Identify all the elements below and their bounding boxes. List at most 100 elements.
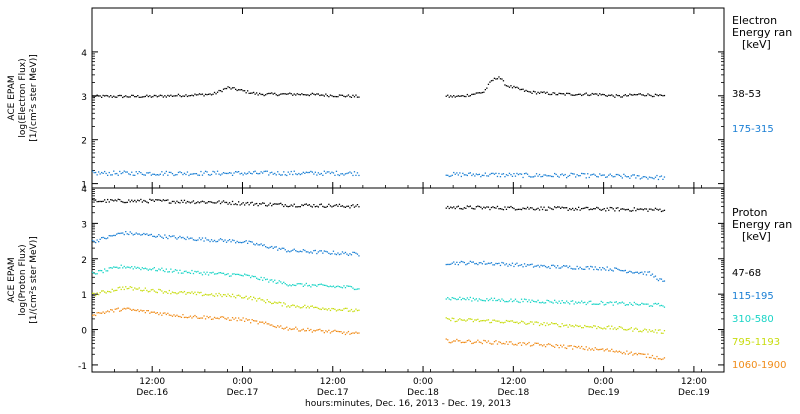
data-point	[615, 173, 617, 176]
data-point	[447, 297, 449, 299]
data-point	[591, 208, 593, 211]
data-point	[197, 94, 199, 96]
data-point	[651, 209, 654, 211]
data-point	[546, 299, 548, 301]
data-point	[95, 314, 97, 317]
data-point	[566, 177, 568, 179]
data-point	[608, 350, 610, 352]
data-point	[254, 320, 256, 322]
data-point	[588, 326, 590, 328]
data-point	[588, 94, 590, 97]
data-point	[289, 284, 291, 286]
data-point	[104, 268, 106, 270]
data-point	[325, 172, 327, 174]
data-point	[95, 171, 97, 174]
data-point	[472, 320, 474, 323]
legend-heading: Proton	[732, 206, 767, 219]
data-point	[593, 93, 595, 95]
data-point	[626, 304, 628, 306]
data-point	[600, 269, 602, 271]
data-point	[319, 250, 321, 252]
data-point	[268, 323, 270, 325]
data-point	[459, 207, 461, 210]
data-point	[483, 260, 485, 263]
data-point	[504, 176, 506, 178]
data-point	[350, 172, 353, 174]
data-point	[248, 171, 250, 173]
data-point	[487, 206, 490, 208]
data-point	[165, 268, 167, 270]
data-point	[555, 344, 557, 346]
data-point	[230, 319, 232, 321]
data-point	[302, 328, 304, 330]
data-point	[526, 323, 529, 325]
data-point	[456, 298, 458, 301]
data-point	[471, 93, 473, 96]
data-point	[469, 318, 471, 320]
data-point	[632, 272, 634, 274]
data-point	[451, 262, 453, 264]
data-point	[263, 277, 265, 279]
data-point	[198, 174, 201, 176]
data-point	[445, 263, 447, 266]
data-point	[337, 205, 339, 207]
data-point	[347, 285, 350, 287]
data-point	[134, 287, 136, 289]
data-point	[107, 270, 109, 272]
data-point	[168, 171, 170, 173]
data-point	[484, 89, 486, 91]
data-point	[219, 174, 222, 176]
data-point	[204, 170, 207, 172]
data-point	[230, 275, 232, 277]
data-point	[546, 175, 548, 177]
data-point	[308, 284, 310, 287]
data-point	[335, 253, 338, 256]
data-point	[177, 292, 180, 294]
data-point	[627, 353, 629, 355]
data-point	[194, 314, 196, 317]
data-point	[141, 96, 143, 98]
data-point	[268, 204, 270, 206]
data-point	[579, 266, 581, 268]
data-point	[501, 343, 503, 345]
data-point	[135, 232, 137, 234]
data-point	[265, 321, 267, 323]
data-point	[332, 172, 335, 174]
data-point	[104, 95, 106, 97]
data-point	[161, 200, 163, 202]
data-point	[125, 267, 127, 269]
data-point	[522, 88, 524, 90]
data-point	[283, 328, 285, 330]
data-point	[134, 309, 136, 311]
data-point	[176, 95, 178, 97]
data-point	[456, 320, 458, 322]
data-point	[138, 310, 140, 313]
data-point	[308, 204, 310, 206]
data-point	[593, 303, 595, 305]
data-point	[194, 173, 196, 175]
data-point	[179, 291, 181, 293]
data-point	[250, 276, 252, 279]
data-point	[627, 328, 629, 331]
data-point	[639, 93, 641, 95]
data-point	[171, 315, 174, 317]
data-point	[233, 295, 235, 298]
data-point	[338, 331, 341, 333]
data-point	[153, 267, 155, 269]
data-point	[635, 352, 637, 355]
data-point	[591, 348, 593, 350]
data-point	[320, 172, 322, 175]
legend-heading: [keV]	[742, 38, 771, 51]
data-point	[511, 343, 514, 345]
data-point	[448, 263, 450, 266]
data-point	[549, 343, 551, 346]
data-point	[241, 203, 243, 205]
data-point	[203, 315, 205, 317]
data-point	[618, 210, 620, 212]
data-point	[576, 265, 578, 268]
data-point	[262, 93, 264, 96]
data-point	[582, 302, 584, 304]
data-point	[627, 208, 629, 211]
data-point	[609, 94, 611, 97]
data-point	[244, 172, 246, 174]
